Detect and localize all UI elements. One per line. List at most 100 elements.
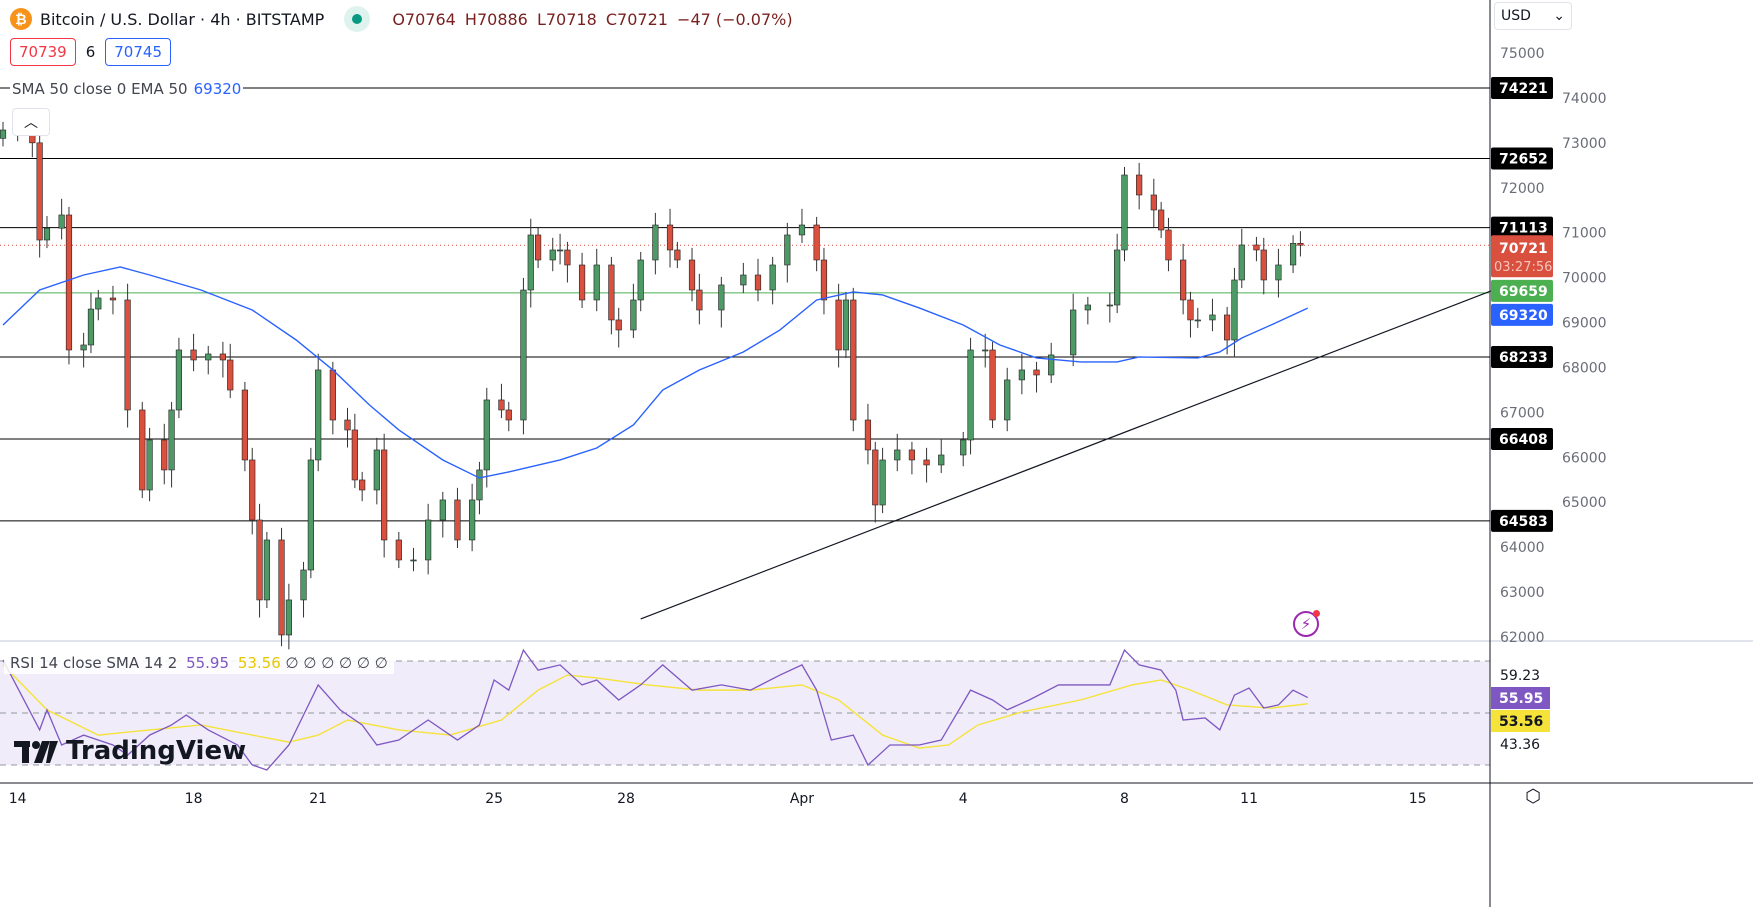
candle-body [241, 389, 248, 461]
current-price-label-bg [1491, 235, 1553, 278]
time-tick-label: 11 [1240, 791, 1258, 807]
candle-body [652, 224, 659, 261]
time-tick-label: Apr [790, 791, 814, 807]
candle-body [534, 234, 542, 261]
time-tick-label: 18 [185, 791, 203, 807]
candle-body [564, 249, 571, 266]
candle-body [982, 349, 989, 352]
buy-button[interactable]: 70745 [105, 38, 171, 66]
candle-body [666, 224, 674, 251]
currency-select[interactable]: USD ⌄ [1494, 2, 1572, 30]
candle-body [1106, 304, 1113, 307]
support-price-label-bg [1491, 279, 1553, 302]
sell-button[interactable]: 70739 [10, 38, 76, 66]
tradingview-logo-icon [14, 741, 58, 763]
symbol-header: ₿ Bitcoin / U.S. Dollar · 4h · BITSTAMP … [10, 6, 797, 32]
price-tick-label: 64000 [1500, 540, 1545, 556]
rsi-axis-label: 43.36 [1500, 737, 1540, 753]
spread-value: 6 [85, 43, 96, 61]
level-price-label: 68233 [1499, 350, 1548, 366]
candle-body [344, 419, 351, 431]
candle-body [109, 297, 117, 301]
rsi-axis-label: 59.23 [1500, 668, 1540, 684]
candle-body [630, 299, 637, 331]
candle-body [285, 599, 292, 636]
rsi-value-badge-bg [1491, 687, 1550, 709]
ohlc-values: O70764 H70886 L70718 C70721 −47 (−0.07%) [392, 10, 796, 29]
candle-body [58, 214, 65, 229]
market-open-icon [344, 6, 371, 32]
current-price-label: 70721 [1499, 241, 1548, 257]
candle-body [1238, 244, 1245, 281]
rsi-sma-line [2, 664, 1308, 749]
price-tick-label: 62000 [1500, 630, 1545, 646]
candle-body [754, 274, 762, 291]
candle-body [161, 439, 168, 471]
candle-body [300, 569, 307, 601]
close-value: C70721 [605, 9, 668, 29]
candle-body [1004, 379, 1011, 421]
candle-body [381, 449, 388, 541]
price-tick-label: 73000 [1562, 136, 1607, 152]
ema-price-label-bg [1491, 303, 1553, 326]
candle-body [256, 519, 263, 601]
candle-body [674, 249, 681, 261]
chevron-down-icon: ⌄ [1553, 8, 1565, 24]
candle-body [124, 299, 131, 411]
candle-body [1121, 174, 1128, 251]
candle-body [556, 249, 564, 252]
ma-label: SMA 50 close 0 EMA 50 [12, 80, 188, 98]
time-tick-label: 28 [617, 791, 635, 807]
level-price-label-bg [1491, 509, 1553, 532]
support-price-label: 69659 [1499, 284, 1548, 300]
candle-body [938, 454, 945, 466]
candle-body [351, 429, 358, 481]
ma-value: 69320 [193, 80, 242, 98]
tradingview-logo[interactable]: TradingView [14, 736, 246, 766]
candle-body [205, 353, 212, 361]
candle-body [608, 264, 615, 321]
level-price-label: 71113 [1499, 221, 1548, 237]
candle-body [923, 459, 930, 466]
candle-body [1150, 194, 1157, 211]
candle-body [1070, 309, 1077, 356]
candle-body [820, 259, 828, 301]
rsi-label: RSI 14 close SMA 14 2 [10, 654, 178, 672]
price-tick-label: 63000 [1500, 585, 1545, 601]
rsi-legend[interactable]: RSI 14 close SMA 14 2 55.95 53.56 ∅ ∅ ∅ … [4, 652, 394, 674]
collapse-legend-button[interactable]: ︿ [12, 108, 50, 136]
candle-body [373, 449, 380, 491]
candle-body [80, 344, 87, 351]
price-tick-label: 70000 [1562, 271, 1607, 287]
candle-body [813, 224, 820, 261]
candle-body [175, 349, 183, 411]
time-tick-label: 25 [485, 791, 503, 807]
candle-body [249, 459, 256, 521]
candle-body [1253, 244, 1260, 251]
candle-body [784, 234, 791, 266]
level-price-label: 72652 [1499, 151, 1548, 167]
candle-body [967, 349, 974, 441]
lightning-icon[interactable]: ⚡ [1293, 610, 1320, 637]
level-price-label-bg [1491, 427, 1553, 450]
candle-body [43, 227, 51, 241]
candle-body [864, 419, 872, 451]
candle-body [359, 479, 366, 491]
candle-body [278, 539, 285, 636]
symbol-title[interactable]: Bitcoin / U.S. Dollar · 4h · BITSTAMP [40, 9, 325, 29]
candle-body [549, 249, 556, 261]
candle-body [578, 264, 586, 301]
ma-legend[interactable]: SMA 50 close 0 EMA 50 69320 [10, 80, 244, 98]
price-tick-label: 71000 [1562, 226, 1607, 242]
candle-body [718, 284, 725, 311]
candle-body [469, 499, 476, 541]
candle-body [1289, 242, 1297, 266]
candle-body [95, 297, 102, 310]
price-tick-label: 69000 [1562, 316, 1607, 332]
candle-body [139, 409, 146, 491]
level-price-label-bg [1491, 216, 1553, 239]
candle-body [227, 359, 234, 391]
candle-body [872, 449, 879, 506]
chart-settings-icon[interactable]: ⬡ [1525, 786, 1541, 807]
